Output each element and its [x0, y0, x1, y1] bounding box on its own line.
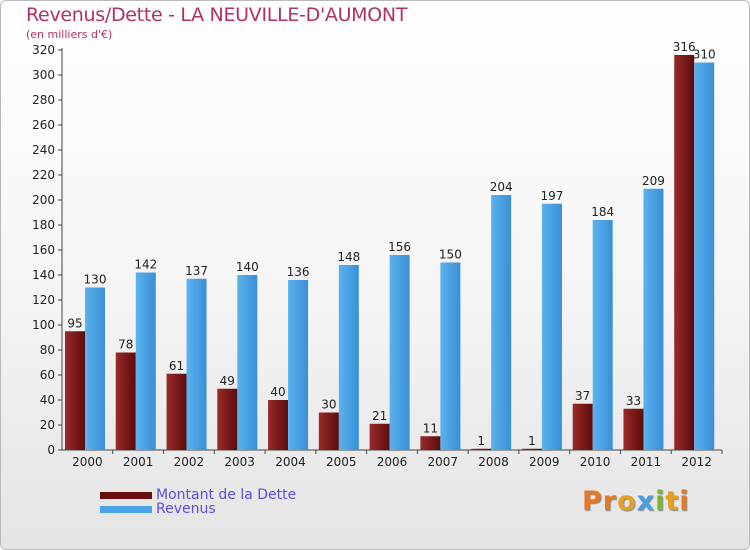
data-label-dette: 1 — [477, 434, 485, 448]
bar-dette — [268, 400, 289, 450]
data-label-dette: 37 — [575, 389, 590, 403]
data-label-dette: 49 — [220, 374, 235, 388]
data-label-dette: 21 — [372, 409, 387, 423]
data-label-revenus: 136 — [287, 265, 310, 279]
bar-dette — [369, 423, 390, 450]
y-tick-label: 240 — [32, 143, 55, 157]
bar-dette — [471, 448, 492, 450]
y-tick-label: 260 — [32, 118, 55, 132]
bar-dette — [217, 388, 238, 450]
y-tick-label: 220 — [32, 168, 55, 182]
data-label-revenus: 137 — [185, 264, 208, 278]
x-tick-label: 2009 — [529, 455, 560, 469]
legend-item-dette: Montant de la Dette — [100, 487, 297, 503]
bar-revenus — [440, 262, 461, 450]
data-label-dette: 30 — [321, 398, 336, 412]
data-label-revenus: 148 — [337, 250, 360, 264]
x-tick-label: 2002 — [174, 455, 205, 469]
legend-label-dette: Montant de la Dette — [156, 487, 297, 503]
x-tick-label: 2006 — [377, 455, 408, 469]
data-label-revenus: 209 — [642, 174, 665, 188]
data-label-dette: 33 — [626, 394, 641, 408]
bar-revenus — [237, 275, 258, 450]
data-label-dette: 40 — [270, 385, 285, 399]
bar-revenus — [338, 265, 359, 450]
bar-revenus — [592, 220, 613, 450]
data-label-dette: 316 — [673, 40, 696, 54]
y-tick-label: 100 — [32, 318, 55, 332]
data-label-revenus: 197 — [540, 189, 563, 203]
y-tick-label: 60 — [40, 368, 55, 382]
y-tick-label: 0 — [47, 443, 55, 457]
data-label-dette: 61 — [169, 359, 184, 373]
data-label-revenus: 184 — [591, 205, 614, 219]
legend-swatch-dette — [100, 491, 152, 499]
legend-swatch-revenus — [100, 505, 152, 513]
y-tick-label: 80 — [40, 343, 55, 357]
bar-revenus — [389, 255, 410, 450]
bar-dette — [65, 331, 85, 450]
data-label-revenus: 150 — [439, 248, 462, 262]
data-label-dette: 78 — [118, 338, 133, 352]
x-tick-label: 2000 — [72, 455, 103, 469]
bar-dette — [674, 55, 695, 450]
y-tick-label: 300 — [32, 68, 55, 82]
bar-revenus — [288, 280, 309, 450]
bar-revenus — [491, 195, 512, 450]
x-tick-label: 2007 — [427, 455, 458, 469]
y-tick-label: 140 — [32, 268, 55, 282]
y-tick-label: 120 — [32, 293, 55, 307]
chart-title: Revenus/Dette - LA NEUVILLE-D'AUMONT — [26, 4, 408, 26]
x-tick-label: 2010 — [580, 455, 611, 469]
legend-label-revenus: Revenus — [156, 501, 216, 517]
bar-revenus — [643, 188, 664, 450]
bar-dette — [521, 448, 542, 450]
bar-revenus — [694, 62, 715, 450]
bar-revenus — [541, 203, 562, 450]
bar-dette — [420, 436, 441, 450]
data-label-dette: 1 — [528, 434, 536, 448]
bar-revenus — [85, 287, 105, 450]
chart-subtitle: (en milliers d'€) — [26, 28, 113, 41]
x-tick-label: 2008 — [478, 455, 509, 469]
x-tick-label: 2003 — [224, 455, 255, 469]
bar-dette — [166, 373, 187, 450]
bar-dette — [318, 412, 339, 450]
bar-dette — [115, 352, 136, 450]
proxiti-logo: Proxiti — [582, 486, 690, 517]
x-tick-label: 2001 — [123, 455, 154, 469]
bar-revenus — [186, 278, 207, 450]
data-label-dette: 95 — [67, 316, 82, 330]
data-label-revenus: 142 — [134, 258, 157, 272]
y-tick-label: 180 — [32, 218, 55, 232]
legend-item-revenus: Revenus — [100, 501, 216, 517]
data-label-revenus: 310 — [693, 48, 716, 62]
x-tick-label: 2005 — [326, 455, 357, 469]
y-tick-label: 20 — [40, 418, 55, 432]
y-tick-label: 200 — [32, 193, 55, 207]
x-tick-label: 2011 — [631, 455, 662, 469]
y-tick-label: 320 — [32, 43, 55, 57]
x-tick-label: 2012 — [681, 455, 712, 469]
data-label-dette: 11 — [423, 421, 438, 435]
data-label-revenus: 204 — [490, 180, 513, 194]
y-tick-label: 160 — [32, 243, 55, 257]
y-tick-label: 280 — [32, 93, 55, 107]
y-tick-label: 40 — [40, 393, 55, 407]
data-label-revenus: 140 — [236, 260, 259, 274]
data-label-revenus: 130 — [84, 273, 107, 287]
bar-dette — [623, 408, 644, 450]
data-label-revenus: 156 — [388, 240, 411, 254]
bar-dette — [572, 403, 593, 450]
x-tick-label: 2004 — [275, 455, 306, 469]
bar-revenus — [135, 272, 156, 450]
